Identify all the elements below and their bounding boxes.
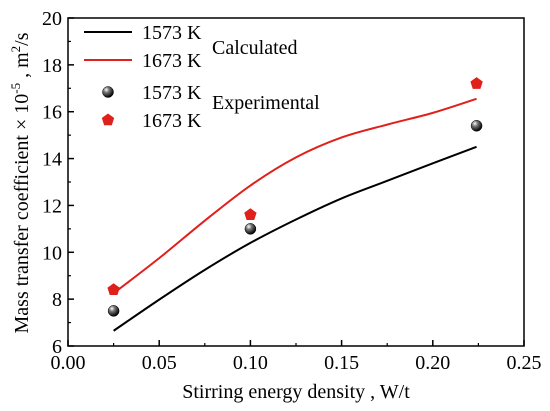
data-point	[107, 283, 120, 296]
legend-entry-label: 1673 K	[142, 50, 202, 72]
legend-entry-label: 1573 K	[142, 22, 202, 44]
y-axis-title-unit-exponent: 2	[8, 46, 23, 53]
legend-entry-label: 1673 K	[142, 110, 202, 132]
y-tick-label: 14	[42, 149, 62, 171]
y-tick-label: 10	[42, 242, 62, 264]
x-axis-ticks: 0.00 0.05 0.10 0.15 0.20 0.25	[51, 340, 542, 374]
y-axis-title-unit-tail: /s	[11, 32, 33, 46]
y-axis-ticks: 6 8 10 12 14 16 18 20	[42, 8, 74, 358]
series-layer	[107, 77, 483, 332]
x-tick-label: 0.20	[415, 352, 450, 374]
data-point	[244, 208, 257, 221]
legend-marker-swatch	[102, 86, 114, 98]
y-tick-label: 16	[42, 102, 62, 124]
x-tick-label: 0.10	[233, 352, 268, 374]
y-axis-title: Mass transfer coefficient × 10-5 , m2/s	[8, 32, 33, 333]
data-point	[107, 305, 120, 317]
series-line	[112, 97, 477, 295]
legend-entry-label: 1573 K	[142, 82, 202, 104]
data-point	[244, 223, 257, 235]
legend: 1573 K 1673 K 1573 K 1673 K Calculated Experi…	[84, 22, 320, 132]
legend-group-label-calculated: Calculated	[212, 37, 298, 59]
legend-group-label-experimental: Experimental	[212, 92, 320, 114]
data-point	[470, 77, 483, 89]
y-axis-title-unit: , m	[11, 52, 33, 83]
y-axis-title-exponent: -5	[8, 83, 23, 94]
plot-frame	[67, 17, 525, 347]
x-tick-label: 0.15	[324, 352, 359, 374]
data-point	[470, 120, 483, 132]
y-tick-label: 8	[52, 289, 62, 311]
y-tick-label: 18	[42, 55, 62, 77]
y-axis-title-main: Mass transfer coefficient × 10	[11, 94, 33, 334]
y-tick-label: 12	[42, 195, 62, 217]
y-tick-label: 6	[52, 336, 62, 358]
x-tick-label: 0.25	[507, 352, 542, 374]
x-tick-label: 0.00	[51, 352, 86, 374]
series-line	[113, 145, 477, 332]
y-tick-label: 20	[42, 8, 62, 30]
legend-marker-swatch	[101, 113, 115, 126]
x-tick-label: 0.05	[142, 352, 177, 374]
x-axis-title: Stirring energy density , W/t	[182, 381, 410, 403]
